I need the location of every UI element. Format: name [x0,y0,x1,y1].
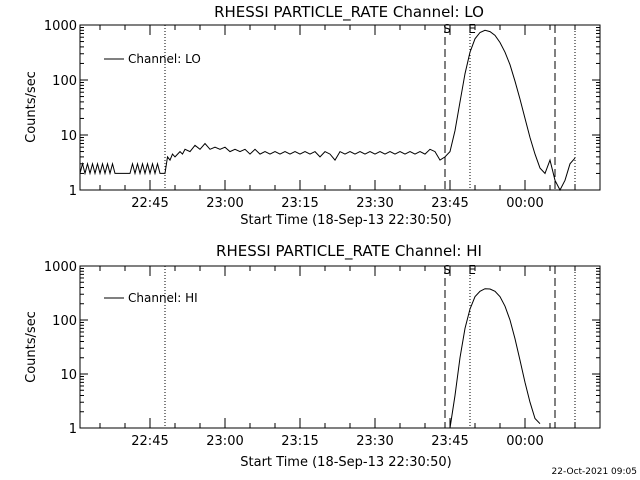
footer-timestamp: 22-Oct-2021 09:05 [552,467,637,477]
plot-frame [79,265,601,429]
x-tick-label: 23:30 [356,434,393,449]
x-axis: 22:45 23:00 23:15 23:30 23:45 00:00 [99,25,601,211]
x-tick-label: 23:00 [206,196,243,211]
x-tick-label: 00:00 [506,196,543,211]
x-tick-label: 23:45 [431,434,468,449]
panel-lo: RHESSI PARTICLE_RATE Channel: LO 1101001… [24,3,601,228]
time-marker-label: E [468,263,476,277]
x-axis-label: Start Time (18-Sep-13 22:30:50) [240,455,451,470]
x-tick-label: 22:45 [131,434,168,449]
panel-hi: RHESSI PARTICLE_RATE Channel: HI 1101001… [24,242,601,470]
time-marker-label: E [468,22,476,36]
y-axis: 1 10 100 1000 [44,19,600,199]
y-axis: 1 10 100 1000 [44,260,600,437]
x-tick-label: 23:15 [281,196,318,211]
x-tick-label: 23:30 [356,196,393,211]
y-tick-label: 100 [52,74,77,89]
y-tick-label: 1000 [44,260,77,275]
y-tick-label: 1 [69,422,77,437]
x-tick-label: 23:15 [281,434,318,449]
x-axis: 22:45 23:00 23:15 23:30 23:45 00:00 [99,266,601,449]
panel-title: RHESSI PARTICLE_RATE Channel: HI [216,242,482,261]
legend-label: Channel: LO [128,52,201,66]
plot-frame [79,24,601,191]
series-line [449,288,541,429]
y-tick-label: 10 [60,368,77,383]
legend: Channel: HI [104,291,198,305]
legend-label: Channel: HI [128,291,198,305]
x-tick-label: 00:00 [506,434,543,449]
time-marker-label: S [443,22,451,36]
y-tick-label: 10 [60,129,77,144]
panel-title: RHESSI PARTICLE_RATE Channel: LO [214,3,484,22]
x-axis-label: Start Time (18-Sep-13 22:30:50) [240,213,451,228]
y-tick-label: 100 [52,314,77,329]
time-marker-label: S [443,263,451,277]
x-tick-label: 23:45 [431,196,468,211]
series-line [79,29,576,192]
x-tick-label: 22:45 [131,196,168,211]
y-axis-label: Counts/sec [24,71,39,143]
x-tick-label: 23:00 [206,434,243,449]
legend: Channel: LO [104,52,201,66]
y-axis-label: Counts/sec [24,311,39,383]
y-tick-label: 1 [69,184,77,199]
y-tick-label: 1000 [44,19,77,34]
